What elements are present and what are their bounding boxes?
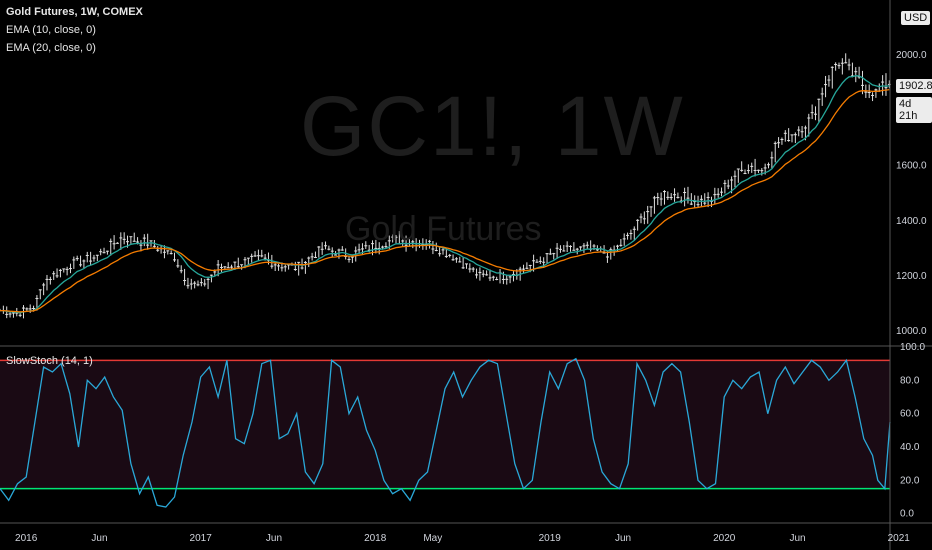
last-price-badge: 1902.8 [896,79,932,93]
price-tick-label: 1000.0 [896,326,927,337]
stoch-tick-label: 100.0 [900,342,925,353]
time-tick-label: Jun [615,533,631,544]
stoch-pane [0,357,891,508]
time-tick-label: 2021 [888,533,911,544]
stoch-line [0,357,891,508]
time-tick-label: 2019 [539,533,562,544]
currency-badge[interactable]: USD [901,11,931,25]
stoch-tick-label: 80.0 [900,375,920,386]
legend-slowstoch[interactable]: SlowStoch (14, 1) [6,355,93,367]
time-tick-label: 2020 [713,533,736,544]
ema10-line [0,75,890,314]
stoch-tick-label: 20.0 [900,475,920,486]
stoch-tick-label: 60.0 [900,409,920,420]
ema20-line [0,88,890,313]
price-tick-label: 1200.0 [896,271,927,282]
countdown-badge: 4d 21h [896,97,932,123]
time-tick-label: Jun [789,533,805,544]
price-ema-lines [0,75,890,314]
price-tick-label: 2000.0 [896,50,927,61]
time-tick-label: 2017 [190,533,213,544]
price-tick-label: 1600.0 [896,161,927,172]
time-tick-label: Jun [91,533,107,544]
time-tick-label: Jun [266,533,282,544]
chart-title[interactable]: Gold Futures, 1W, COMEX [6,6,143,18]
stoch-tick-label: 0.0 [900,509,914,520]
time-tick-label: 2018 [364,533,387,544]
time-tick-label: May [423,533,442,544]
price-tick-label: 1400.0 [896,216,927,227]
stoch-tick-label: 40.0 [900,442,920,453]
legend-ema20[interactable]: EMA (20, close, 0) [6,42,96,54]
stoch-band-fill [0,360,890,489]
legend-ema10[interactable]: EMA (10, close, 0) [6,24,96,36]
time-tick-label: 2016 [15,533,38,544]
